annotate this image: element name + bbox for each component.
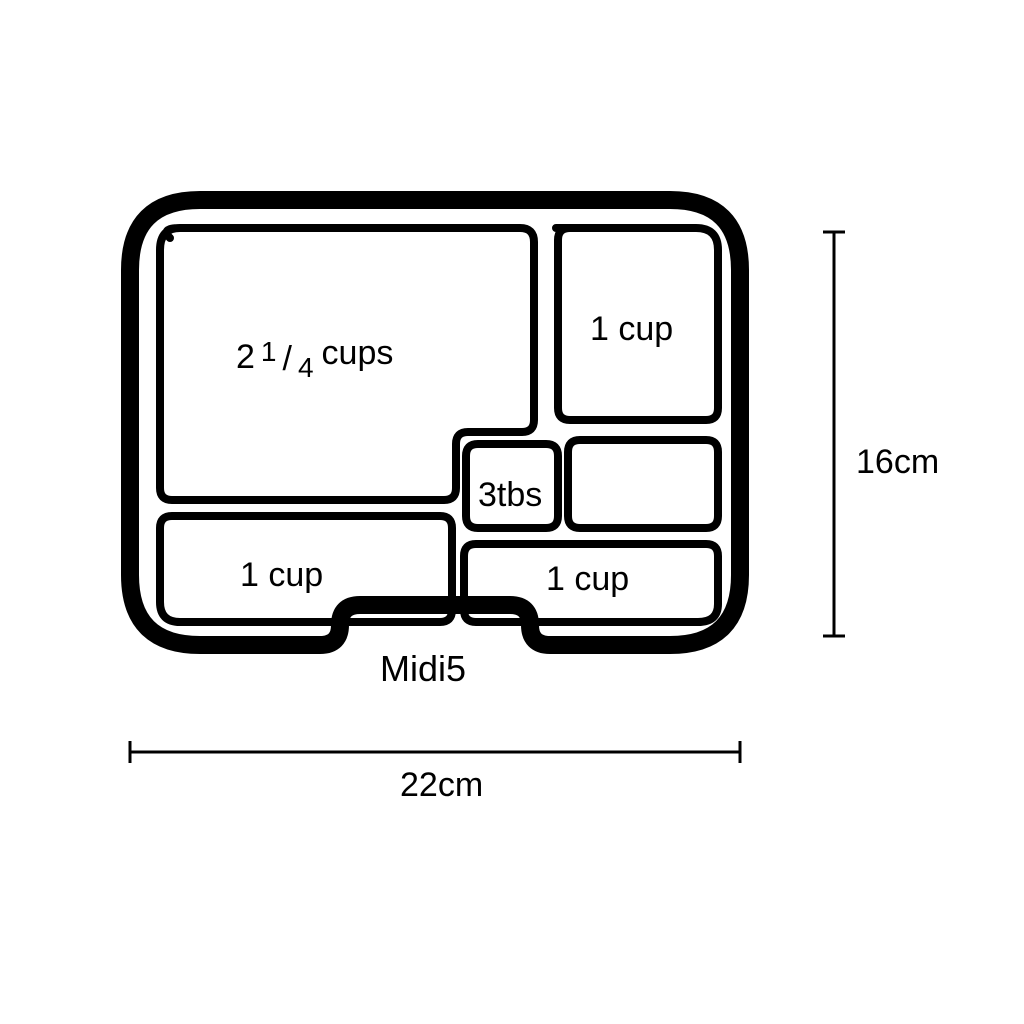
compartment-top_right-label: 1 cup — [590, 310, 673, 349]
compartment-bottom_left-label: 1 cup — [240, 556, 323, 595]
compartment-large-label: 21/4cups — [236, 338, 393, 377]
compartment-bottom_right-label: 1 cup — [546, 560, 629, 599]
diagram-stage: 21/4cups 1 cup 3tbs 1 cup 1 cup Midi5 16cm 2… — [0, 0, 1024, 1024]
height-dimension-label: 16cm — [856, 443, 939, 482]
compartment-center_small-label: 3tbs — [478, 476, 542, 515]
width-dimension-label: 22cm — [400, 766, 483, 805]
product-name-label: Midi5 — [380, 648, 466, 690]
